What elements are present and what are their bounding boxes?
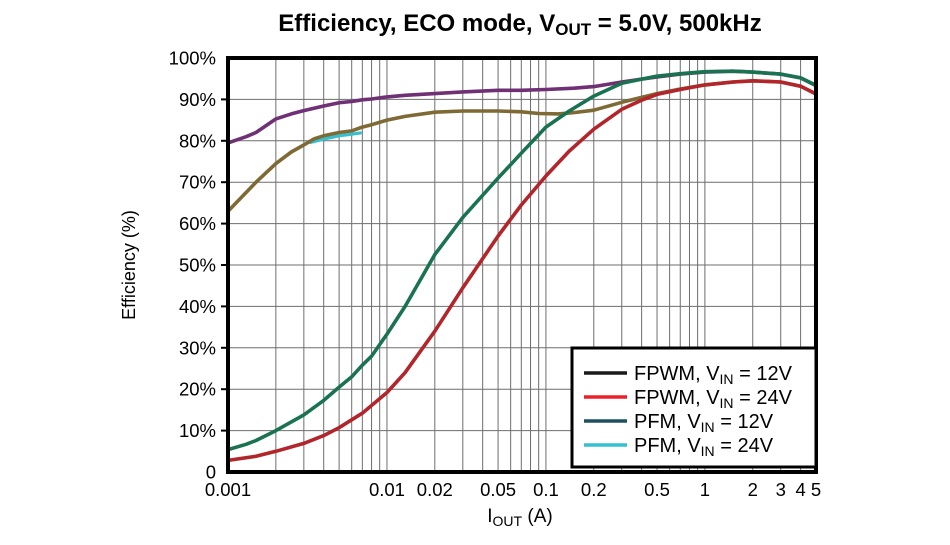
x-tick-label: 0.2 (581, 479, 607, 500)
y-tick-label: 0 (206, 462, 216, 483)
x-tick-label: 0.001 (205, 479, 251, 500)
x-tick-label: 2 (748, 479, 758, 500)
legend-label-fpwm-vin-12v: FPWM, VIN = 12V (634, 363, 793, 387)
x-tick-label: 0.05 (480, 479, 516, 500)
legend-label-pfm-vin-12v: PFM, VIN = 12V (634, 411, 774, 435)
y-tick-label: 80% (179, 130, 216, 151)
chart-title: Efficiency, ECO mode, VOUT = 5.0V, 500kH… (278, 10, 761, 39)
legend-label-pfm-vin-24v: PFM, VIN = 24V (634, 435, 774, 459)
y-tick-label: 30% (179, 337, 216, 358)
x-axis-title: IOUT (A) (487, 506, 552, 529)
x-tick-label: 0.01 (369, 479, 405, 500)
x-tick-label: 5 (811, 479, 821, 500)
x-tick-label: 0.5 (644, 479, 670, 500)
y-tick-label: 20% (179, 379, 216, 400)
legend-box (570, 346, 818, 469)
x-tick-label: 0.02 (417, 479, 453, 500)
y-tick-label: 100% (169, 48, 216, 69)
y-axis-title: Efficiency (%) (119, 210, 139, 320)
y-tick-label: 10% (179, 420, 216, 441)
curve-fpwm-vin-24v (226, 79, 818, 463)
y-tick-label: 60% (179, 213, 216, 234)
curve-pfm-24v-cyan-sliver (308, 131, 362, 145)
y-tick-label: 50% (179, 255, 216, 276)
x-tick-label: 4 (795, 479, 805, 500)
y-tick-label: 70% (179, 172, 216, 193)
x-tick-label: 1 (700, 479, 710, 500)
curve-fpwm-vin-12v (226, 69, 818, 452)
legend-label-fpwm-vin-24v: FPWM, VIN = 24V (634, 387, 793, 411)
x-tick-label: 0.1 (533, 479, 559, 500)
y-tick-label: 40% (179, 296, 216, 317)
x-tick-label: 3 (776, 479, 786, 500)
y-tick-label: 90% (179, 89, 216, 110)
